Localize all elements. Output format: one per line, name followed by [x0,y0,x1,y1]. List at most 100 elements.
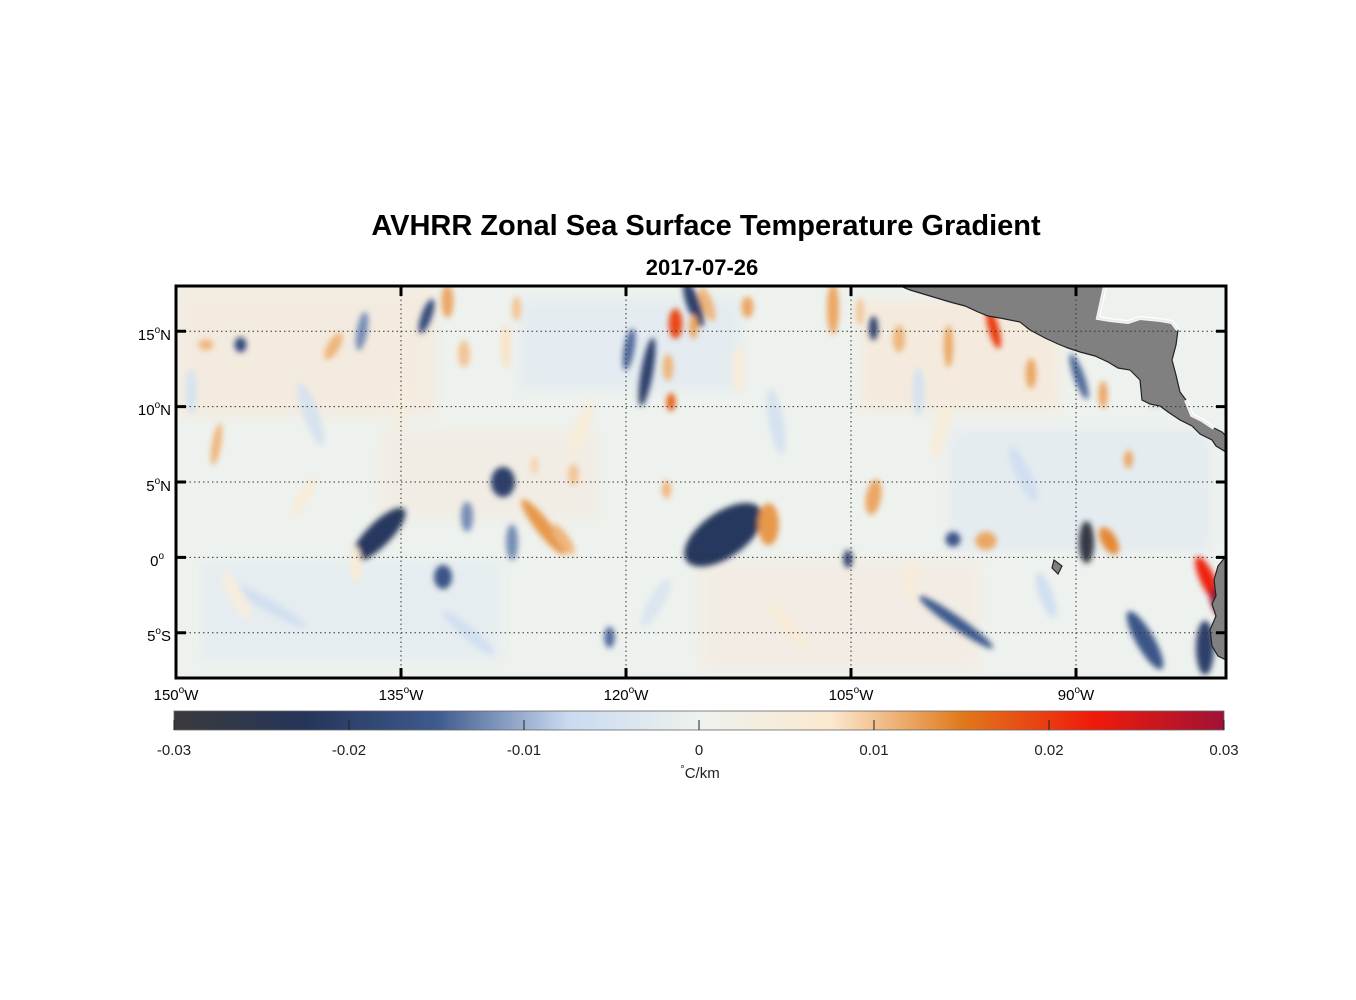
gradient-features [185,286,1225,675]
positive-gradient-feature [975,531,997,550]
positive-gradient-feature [210,423,223,466]
degree-sign: o [155,400,161,411]
lat-label: 5oN [146,476,171,495]
positive-gradient-feature [893,325,905,353]
positive-gradient-feature [662,480,671,499]
degree-sign: o [155,476,161,487]
negative-gradient-feature [1196,620,1214,675]
degree-sign: o [155,626,161,637]
positive-gradient-feature [1025,358,1037,389]
lat-label: 5oS [147,626,171,645]
colorbar: -0.03 -0.02 -0.01 0 0.01 0.02 0.03 °C/km [157,710,1239,782]
negative-gradient-feature [1126,611,1164,670]
positive-gradient-feature [551,524,575,555]
positive-gradient-feature [441,286,454,318]
negative-gradient-feature [1035,572,1057,618]
positive-gradient-feature [512,296,521,321]
negative-gradient-feature [461,501,473,532]
colorbar-unit-label: °C/km [680,764,719,782]
positive-gradient-feature [944,325,953,368]
positive-gradient-feature [827,286,839,335]
positive-gradient-feature [930,399,952,459]
negative-gradient-feature [869,316,878,341]
positive-gradient-feature [324,332,343,360]
lat-label: 10oN [138,400,171,419]
degree-sign: o [854,685,860,696]
positive-gradient-feature [220,571,252,619]
positive-gradient-feature [1099,527,1119,555]
negative-gradient-feature [1009,446,1038,503]
negative-gradient-feature [843,549,853,568]
positive-gradient-feature [568,400,594,458]
negative-gradient-feature [234,337,247,353]
positive-gradient-feature [521,499,566,555]
negative-gradient-feature [604,626,615,648]
map-ticks [174,286,1226,678]
positive-gradient-feature [986,307,1001,349]
lon-label: 150oW [154,685,200,704]
degree-sign: o [1074,685,1080,696]
negative-gradient-feature [622,328,636,371]
degree-sign: o [629,685,635,696]
positive-gradient-feature [198,339,214,351]
positive-gradient-feature [290,476,317,519]
colorbar-tick-label: 0.02 [1034,742,1063,759]
positive-gradient-feature [662,353,674,381]
coast-highlight [1095,286,1180,332]
positive-gradient-feature [741,296,754,318]
degree-sign: o [404,685,410,696]
map-title: AVHRR Zonal Sea Surface Temperature Grad… [371,210,1041,242]
positive-gradient-feature [458,340,470,368]
lon-label: 105oW [829,685,875,704]
positive-gradient-feature [865,479,882,515]
negative-gradient-feature [684,502,763,567]
colorbar-tick-label: -0.01 [507,742,541,759]
degree-sign: o [155,325,161,336]
degree-sign: o [158,551,164,562]
positive-gradient-feature [1098,381,1108,409]
positive-gradient-feature [689,314,698,339]
lat-label: 15oN [138,325,171,344]
negative-gradient-feature [491,466,515,498]
positive-gradient-feature [758,503,779,546]
negative-gradient-feature [185,368,197,415]
lon-label: 90oW [1058,685,1095,704]
negative-gradient-feature [1079,521,1094,564]
negative-gradient-feature [297,382,325,446]
negative-gradient-feature [418,299,435,334]
positive-gradient-feature [904,558,918,602]
lon-labels: 150oW 135oW 120oW 105oW 90oW [154,685,1095,704]
negative-gradient-feature [912,367,925,416]
lat-labels: 15oN 10oN 5oN 0o 5oS [138,325,171,645]
coast-highlight-2 [1184,399,1216,430]
positive-gradient-feature [768,601,808,649]
positive-gradient-feature [350,546,362,584]
negative-gradient-feature [683,286,704,327]
lon-label: 135oW [379,685,425,704]
positive-gradient-feature [568,463,579,486]
positive-gradient-feature [530,456,539,475]
negative-gradient-feature [638,337,656,407]
lon-label: 120oW [604,685,650,704]
colorbar-tick-label: 0.03 [1209,742,1238,759]
colorbar-tick-label: 0 [695,742,703,759]
negative-gradient-feature [1069,353,1089,400]
negative-gradient-feature [351,507,406,562]
negative-gradient-feature [232,583,306,628]
colorbar-tick-label: -0.02 [332,742,366,759]
negative-gradient-feature [434,564,452,590]
positive-gradient-feature [856,298,864,326]
positive-gradient-feature [698,286,716,322]
map-subtitle: 2017-07-26 [646,255,759,280]
positive-gradient-feature [668,308,683,339]
lat-label: 0o [150,551,164,570]
positive-gradient-feature [666,393,676,412]
negative-gradient-feature [918,595,994,649]
negative-gradient-feature [640,578,672,627]
colorbar-ticks [173,720,1225,730]
degree-sign: o [179,685,185,696]
positive-gradient-feature [501,323,511,369]
negative-gradient-feature [766,388,786,455]
land-galapagos [1051,558,1063,576]
negative-gradient-feature [945,531,961,547]
